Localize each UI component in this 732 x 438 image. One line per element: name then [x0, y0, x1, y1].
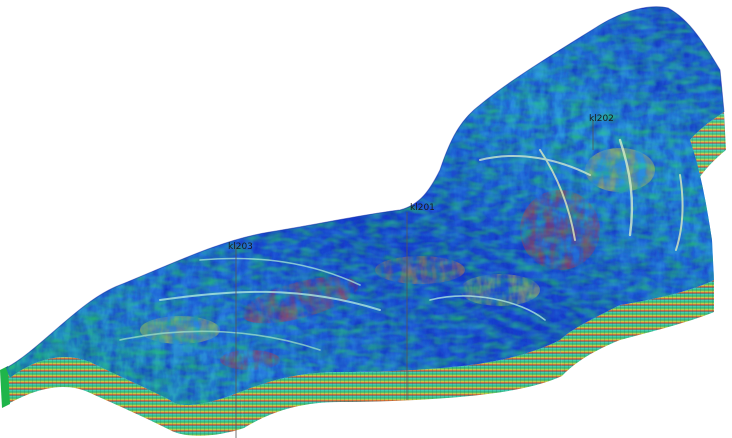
well-label-kl203: kl203 — [228, 242, 253, 252]
amplitude-anomalies — [140, 148, 655, 370]
well-kl202[interactable]: kl202 — [589, 114, 614, 150]
well-kl203[interactable]: kl203 — [228, 242, 253, 438]
well-kl201[interactable]: kl201 — [406, 203, 435, 400]
well-label-kl201: kl201 — [410, 203, 435, 213]
well-label-kl202: kl202 — [589, 114, 614, 124]
surface-outline — [5, 6, 725, 369]
volume-side-walls — [0, 112, 726, 436]
fault-traces — [119, 138, 684, 351]
